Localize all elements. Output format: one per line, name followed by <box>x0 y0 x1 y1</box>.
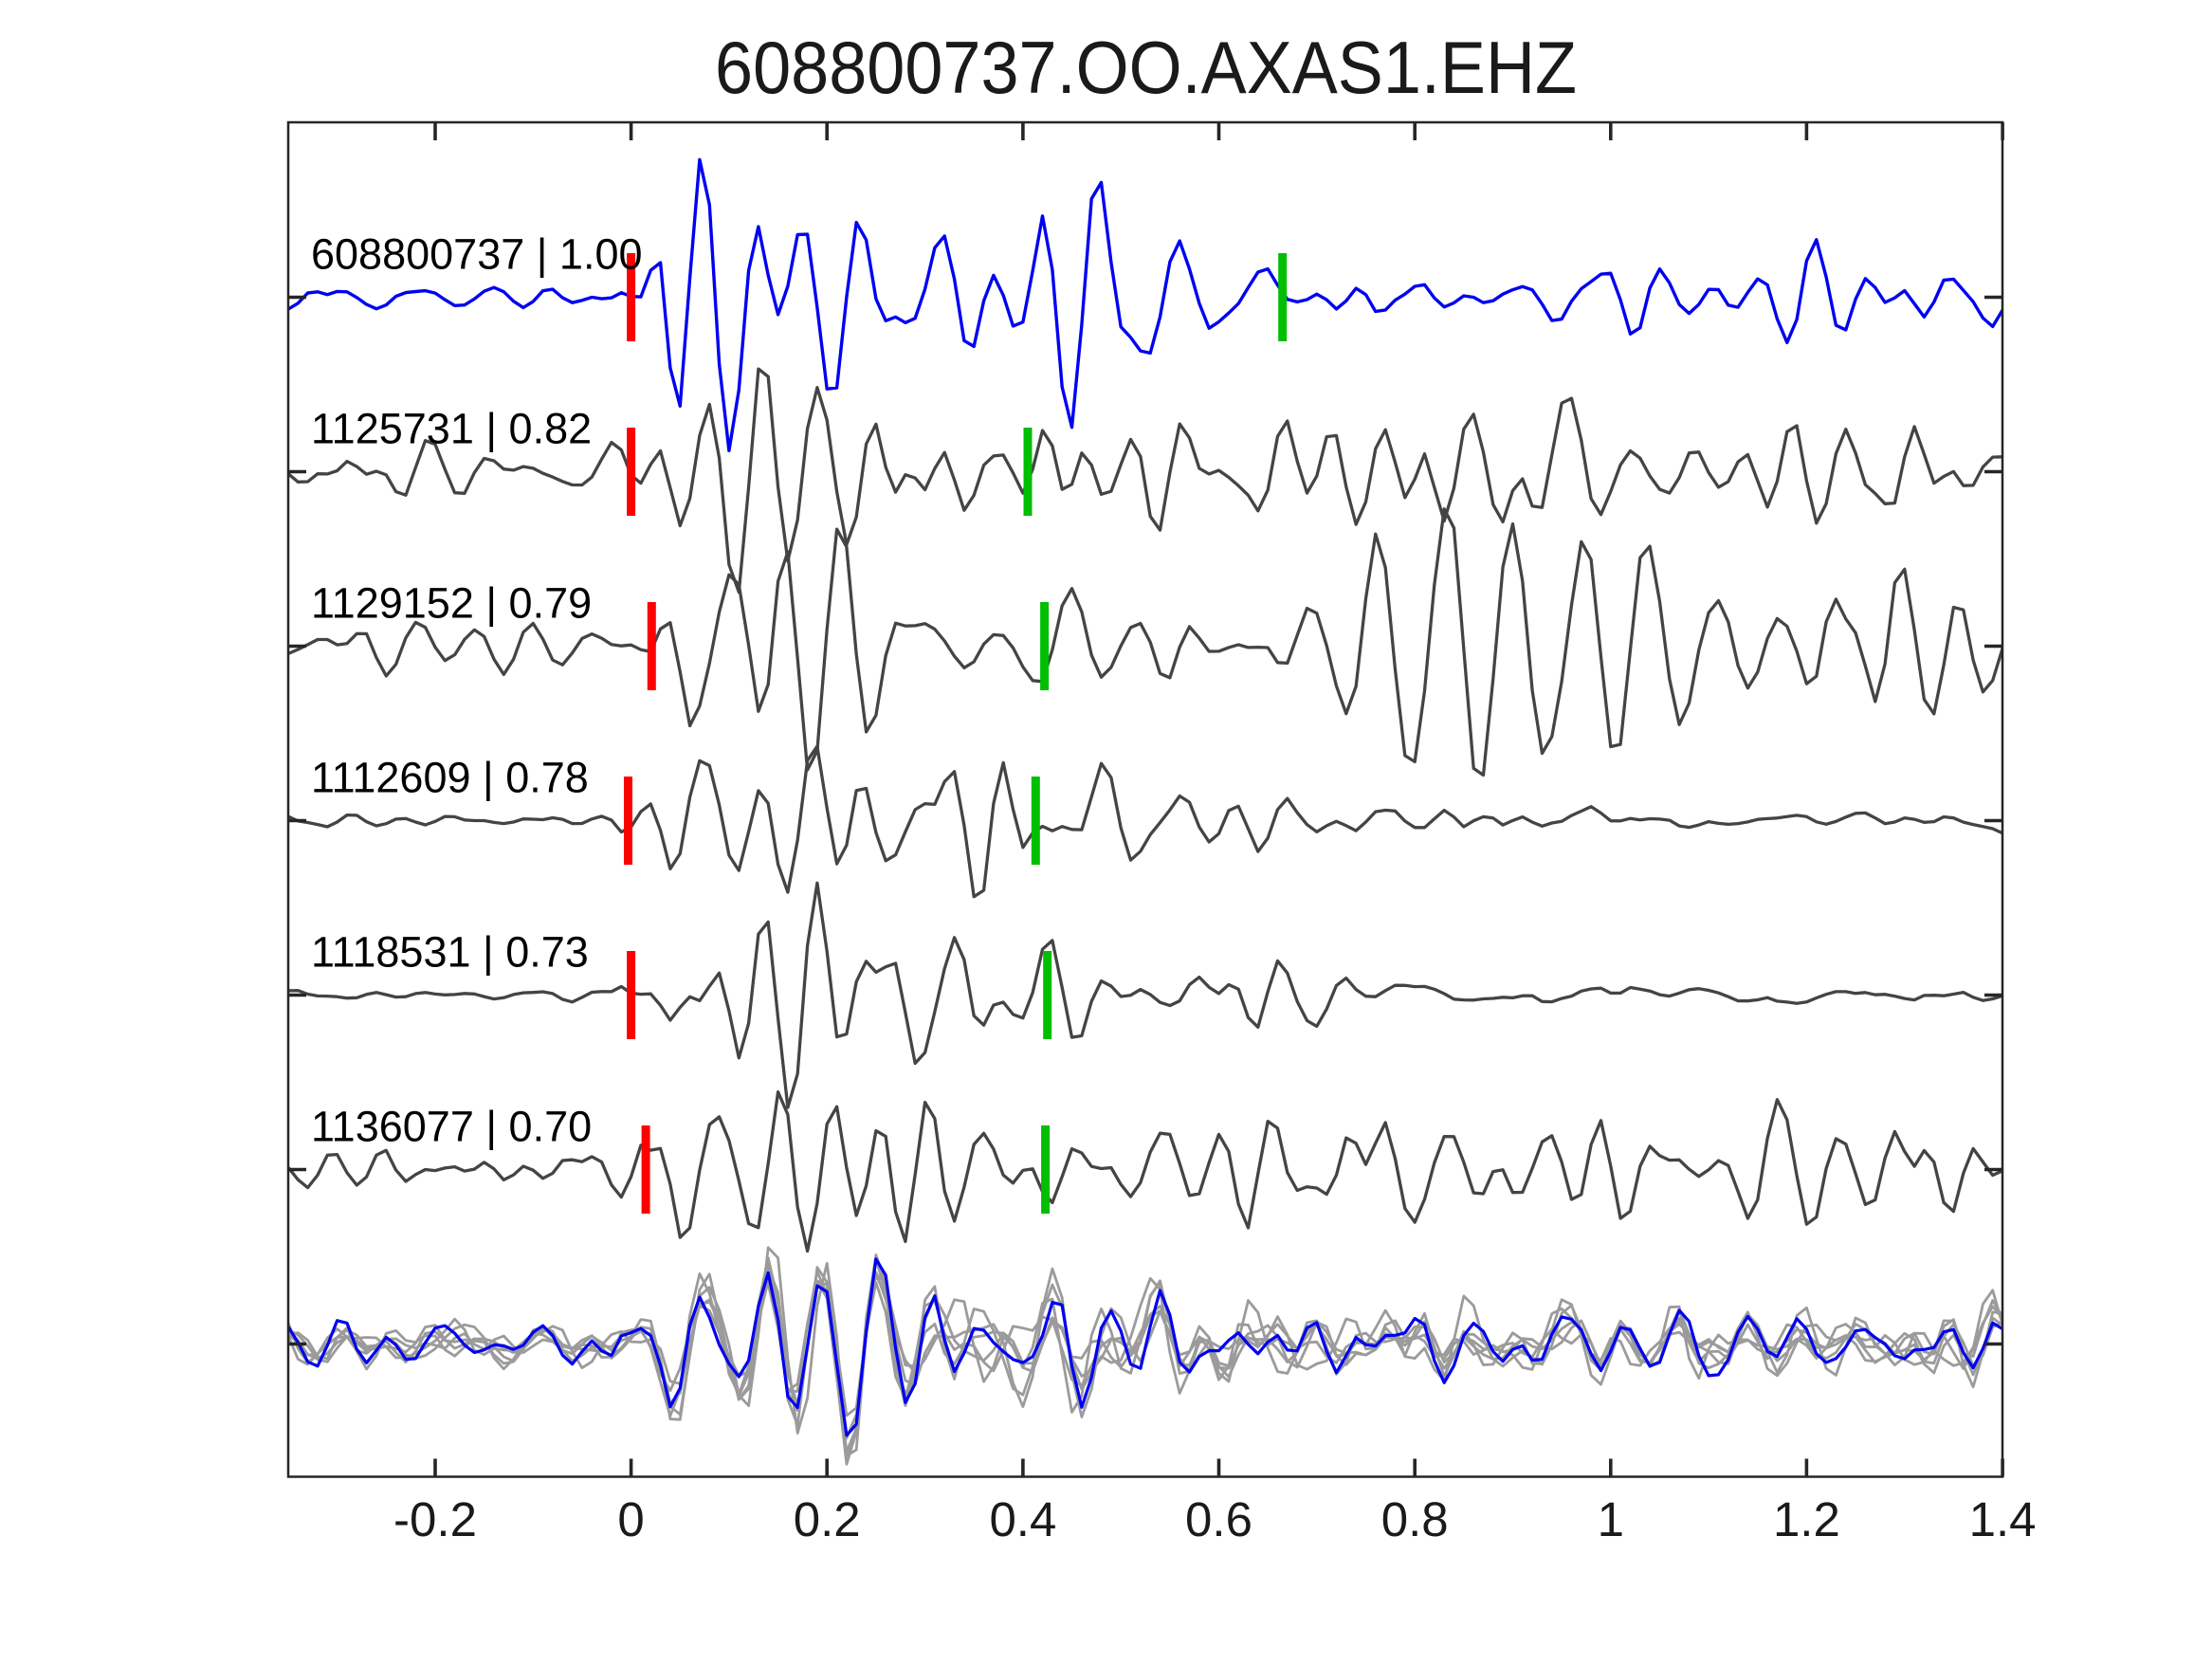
svg-text:1: 1 <box>1598 1492 1624 1546</box>
svg-text:1129152 | 0.79: 1129152 | 0.79 <box>311 579 592 628</box>
svg-text:0.4: 0.4 <box>989 1492 1056 1546</box>
svg-text:0.8: 0.8 <box>1381 1492 1449 1546</box>
svg-text:1.4: 1.4 <box>1969 1492 2037 1546</box>
svg-text:0.2: 0.2 <box>794 1492 861 1546</box>
svg-text:1118531 | 0.73: 1118531 | 0.73 <box>311 928 589 977</box>
svg-text:1136077 | 0.70: 1136077 | 0.70 <box>311 1103 592 1151</box>
svg-text:608800737.OO.AXAS1.EHZ: 608800737.OO.AXAS1.EHZ <box>715 26 1577 109</box>
svg-text:0.6: 0.6 <box>1185 1492 1252 1546</box>
svg-text:-0.2: -0.2 <box>393 1492 477 1546</box>
svg-text:1125731 | 0.82: 1125731 | 0.82 <box>311 405 592 453</box>
svg-text:0: 0 <box>617 1492 644 1546</box>
svg-text:1112609 | 0.78: 1112609 | 0.78 <box>311 754 589 802</box>
svg-text:1.2: 1.2 <box>1773 1492 1840 1546</box>
svg-text:608800737 | 1.00: 608800737 | 1.00 <box>311 230 643 279</box>
